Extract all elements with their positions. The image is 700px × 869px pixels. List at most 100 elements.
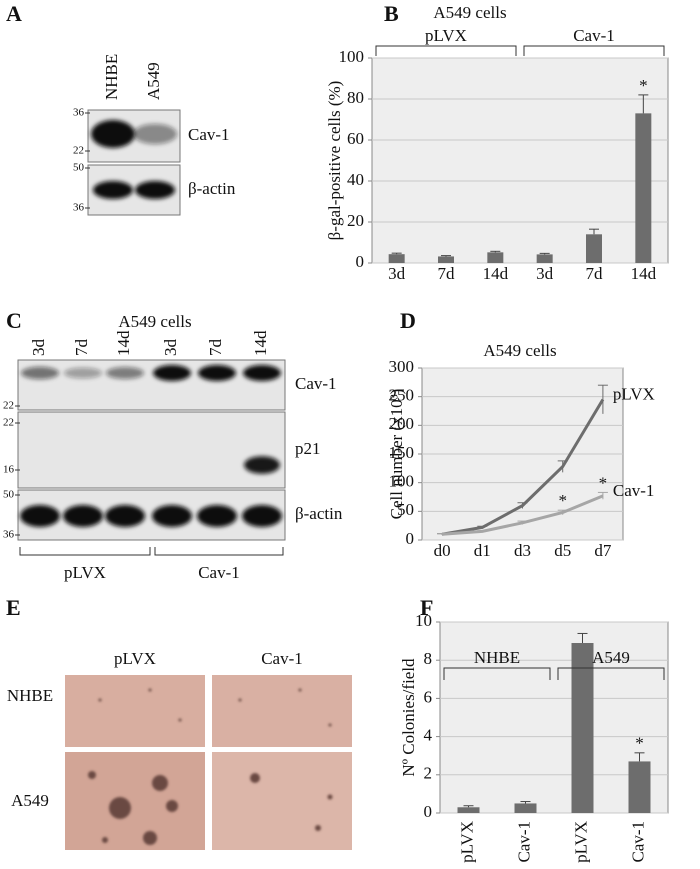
- mw-marker: 36: [73, 202, 85, 214]
- row-label: A549: [11, 791, 49, 810]
- bar: [536, 254, 553, 263]
- y-tick-label: 40: [347, 170, 364, 189]
- bar: [628, 761, 651, 813]
- lane-label: 7d: [72, 339, 91, 357]
- x-tick-label: 14d: [483, 264, 509, 283]
- group-label: A549: [592, 648, 630, 667]
- mw-marker: 36: [73, 107, 85, 119]
- group-label: NHBE: [474, 648, 520, 667]
- group-bracket: [19, 547, 151, 556]
- bar: [586, 234, 602, 263]
- x-tick-label: d3: [514, 541, 531, 560]
- significance: *: [635, 734, 644, 753]
- group-label: Cav-1: [573, 26, 615, 45]
- y-axis-title: Cell number (x10³): [387, 389, 406, 520]
- chart-title: A549 cells: [483, 341, 556, 360]
- mw-marker: 50: [3, 489, 15, 501]
- y-tick-label: 60: [347, 129, 364, 148]
- group-label: pLVX: [64, 563, 106, 582]
- y-tick-label: 80: [347, 88, 364, 107]
- y-tick-label: 200: [389, 414, 415, 433]
- lane-label: NHBE: [102, 54, 121, 100]
- y-tick-label: 50: [397, 500, 414, 519]
- y-tick-label: 0: [424, 802, 433, 821]
- y-tick-label: 4: [424, 726, 433, 745]
- y-tick-label: 250: [389, 386, 415, 405]
- band: [135, 181, 175, 199]
- y-tick-label: 2: [424, 764, 433, 783]
- group-label: Cav-1: [198, 563, 240, 582]
- band: [244, 456, 280, 474]
- band: [105, 505, 145, 527]
- panel-label: A: [6, 1, 22, 26]
- panel-label: C: [6, 308, 22, 333]
- band: [63, 505, 103, 527]
- plot-area: [371, 57, 669, 264]
- band: [20, 505, 60, 527]
- x-tick-label: d7: [594, 541, 612, 560]
- band: [242, 505, 282, 527]
- bar: [487, 252, 504, 263]
- lane-label: 14d: [251, 330, 270, 356]
- column-label: Cav-1: [261, 649, 303, 668]
- blot: [17, 489, 286, 541]
- group-label: pLVX: [425, 26, 467, 45]
- band: [64, 367, 102, 379]
- x-tick-label: 14d: [631, 264, 657, 283]
- x-tick-label: pLVX: [457, 821, 476, 863]
- micrographs: [65, 675, 352, 850]
- band: [93, 181, 133, 199]
- y-tick-label: 8: [424, 649, 433, 668]
- y-tick-label: 100: [339, 47, 365, 66]
- y-tick-label: 0: [406, 529, 415, 548]
- lane-label: 7d: [206, 339, 225, 357]
- band: [133, 123, 177, 145]
- band-label: β-actin: [295, 504, 343, 523]
- x-tick-label: d0: [434, 541, 451, 560]
- panel-label: E: [6, 595, 21, 620]
- x-tick-label: Cav-1: [628, 821, 647, 863]
- x-tick-label: 3d: [536, 264, 554, 283]
- panel-label: F: [420, 595, 433, 620]
- band: [106, 367, 144, 379]
- y-tick-label: 6: [424, 687, 433, 706]
- band: [91, 120, 135, 148]
- mw-marker: 22: [73, 145, 84, 157]
- band-label: β-actin: [188, 179, 236, 198]
- legend-label: pLVX: [613, 384, 655, 403]
- mw-marker: 16: [3, 464, 15, 476]
- lane-label: 14d: [114, 330, 133, 356]
- blot: [17, 411, 286, 489]
- y-axis-title: β-gal-positive cells (%): [325, 81, 344, 241]
- band-label: Cav-1: [295, 374, 337, 393]
- x-tick-label: 3d: [388, 264, 406, 283]
- row-label: NHBE: [7, 686, 53, 705]
- y-tick-label: 300: [389, 357, 415, 376]
- bar: [388, 254, 405, 263]
- x-tick-label: Cav-1: [514, 821, 533, 863]
- legend-label: Cav-1: [613, 481, 655, 500]
- y-tick-label: 10: [415, 611, 432, 630]
- micrograph: [65, 675, 205, 747]
- band-label: p21: [295, 439, 321, 458]
- lane-label: 3d: [161, 339, 180, 357]
- y-tick-label: 20: [347, 211, 364, 230]
- column-label: pLVX: [114, 649, 156, 668]
- band: [197, 505, 237, 527]
- x-tick-label: d1: [474, 541, 491, 560]
- mw-marker: 36: [3, 529, 15, 541]
- band: [21, 366, 59, 380]
- mw-marker: 50: [73, 162, 85, 174]
- band: [243, 365, 281, 381]
- chart-title: A549 cells: [433, 3, 506, 22]
- panel-title: A549 cells: [118, 312, 191, 331]
- y-tick-label: 0: [356, 252, 365, 271]
- significance: *: [558, 491, 567, 510]
- x-tick-label: 7d: [586, 264, 604, 283]
- y-tick-label: 100: [389, 472, 415, 491]
- micrograph: [212, 675, 352, 747]
- group-bracket: [375, 45, 517, 56]
- bar: [571, 643, 594, 813]
- blot: [17, 359, 286, 411]
